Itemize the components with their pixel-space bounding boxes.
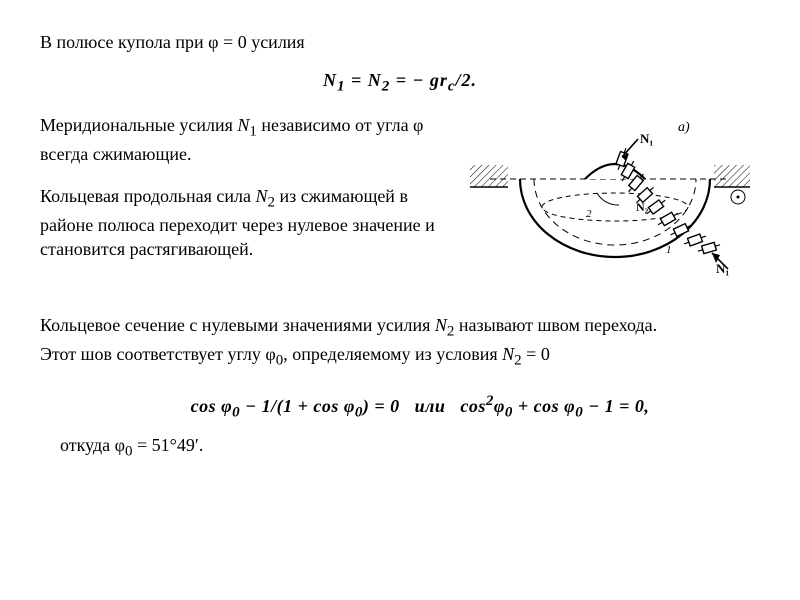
paragraph-2: Кольцевая продольная сила N2 из сжимающе… (40, 184, 460, 261)
svg-text:1: 1 (666, 244, 672, 256)
equation-2: cos φ0 − 1/(1 + cos φ0) = 0 или cos2φ0 +… (40, 385, 760, 433)
intro-line: В полюсе купола при φ = 0 усилия (40, 30, 760, 54)
svg-text:N₂: N₂ (636, 200, 649, 214)
svg-text:N₁: N₁ (716, 261, 729, 276)
svg-text:N₁: N₁ (640, 131, 653, 146)
svg-text:а): а) (678, 120, 690, 135)
svg-text:2: 2 (586, 208, 592, 220)
equation-1: N1 = N2 = − grc/2. (40, 68, 760, 97)
paragraph-1: Меридиональные усилия N1 независимо от у… (40, 113, 460, 166)
dome-diagram: а) N₁ N₂ N₁ 1 2 (470, 113, 750, 303)
paragraph-3: Кольцевое сечение с нулевыми значениями … (40, 313, 760, 371)
result-line: откуда φ0 = 51°49′. (40, 433, 760, 462)
